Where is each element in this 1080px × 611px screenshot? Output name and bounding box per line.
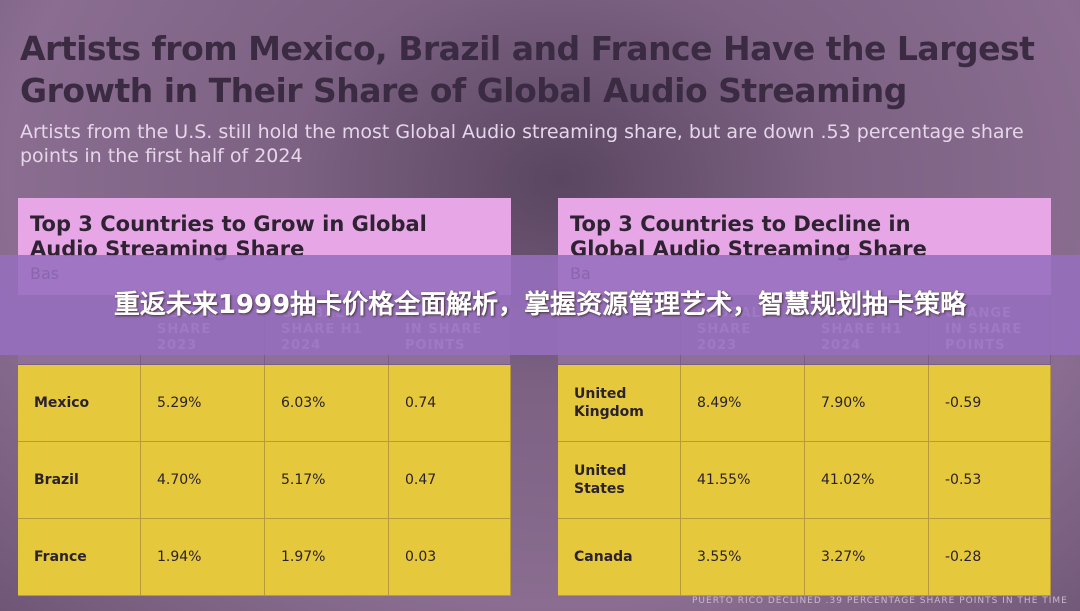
cell: -0.28 [929, 519, 1051, 596]
banner: 重返未来1999抽卡价格全面解析，掌握资源管理艺术，智慧规划抽卡策略 [0, 255, 1080, 355]
banner-text: 重返未来1999抽卡价格全面解析，掌握资源管理艺术，智慧规划抽卡策略 [113, 290, 967, 320]
row-header: France [18, 519, 141, 596]
row-header: United Kingdom [558, 365, 681, 442]
row-header: Brazil [18, 442, 141, 519]
cell: 3.55% [681, 519, 805, 596]
cell: 6.03% [265, 365, 389, 442]
cell: 8.49% [681, 365, 805, 442]
cell: 41.55% [681, 442, 805, 519]
cell: 0.47 [389, 442, 511, 519]
title: Artists from Mexico, Brazil and France H… [20, 29, 1035, 110]
cell: 4.70% [141, 442, 265, 519]
cell: 41.02% [805, 442, 929, 519]
subtitle: Artists from the U.S. still hold the mos… [20, 121, 1024, 167]
row-header: Mexico [18, 365, 141, 442]
cell: 5.17% [265, 442, 389, 519]
cell: -0.53 [929, 442, 1051, 519]
row-header: United States [558, 442, 681, 519]
cell: 1.94% [141, 519, 265, 596]
cell: 0.74 [389, 365, 511, 442]
footer: PUERTO RICO DECLINED .39 PERCENTAGE SHAR… [692, 596, 1068, 606]
cell: 1.97% [265, 519, 389, 596]
cell: 5.29% [141, 365, 265, 442]
row-header: Canada [558, 519, 681, 596]
cell: 7.90% [805, 365, 929, 442]
cell: -0.59 [929, 365, 1051, 442]
cell: 3.27% [805, 519, 929, 596]
cell: 0.03 [389, 519, 511, 596]
